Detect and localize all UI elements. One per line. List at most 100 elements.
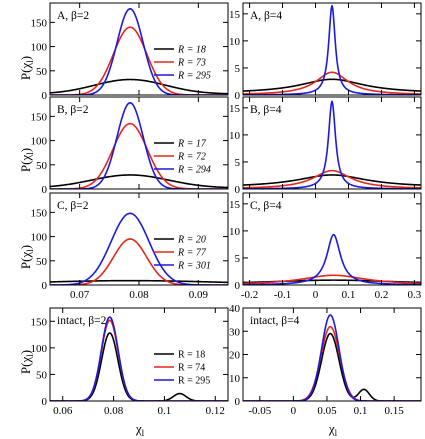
y-tick-label: 150 bbox=[31, 17, 48, 29]
legend-label: R = 74 bbox=[178, 363, 205, 374]
series-line-2-2 bbox=[243, 71, 421, 95]
y-tick-label: 40 bbox=[229, 303, 241, 315]
y-axis-label-row-2: P(χl) bbox=[18, 148, 35, 172]
plot-frame bbox=[242, 2, 422, 96]
y-axis-label-row-1: P(χl) bbox=[18, 56, 35, 80]
y-tick-label: 10 bbox=[229, 130, 241, 142]
y-tick-label: 30 bbox=[229, 326, 241, 338]
y-axis-label-row-3: P(χl) bbox=[18, 245, 35, 269]
y-tick-label: 50 bbox=[36, 66, 48, 78]
legend-label: R = 20 bbox=[177, 235, 206, 246]
x-tick-label: 0.07 bbox=[70, 289, 90, 301]
y-tick-label: 100 bbox=[31, 343, 48, 355]
series-line-4-1 bbox=[243, 174, 421, 186]
y-tick-label: 15 bbox=[229, 9, 241, 21]
x-tick-label: -0.05 bbox=[248, 405, 271, 417]
legend-label: R = 18 bbox=[178, 350, 205, 361]
y-tick-label: 0 bbox=[42, 90, 48, 102]
series-line-8-3 bbox=[243, 314, 421, 401]
series-line-8-2 bbox=[243, 325, 421, 401]
chart-panel-6: 0 5 10 15 -0.2 -0.1 0 0.1 0.2 0.3 C, β=4 bbox=[229, 192, 422, 301]
x-tick-label: 0 bbox=[291, 405, 297, 417]
series-line-7-2 bbox=[50, 319, 228, 401]
legend-label: R = 294 bbox=[177, 165, 211, 176]
plot-frame bbox=[242, 96, 422, 190]
panel-label: C, β=4 bbox=[250, 200, 282, 212]
legend-label: R = 77 bbox=[177, 248, 207, 259]
y-tick-label: 100 bbox=[31, 232, 48, 244]
y-tick-label: 5 bbox=[235, 253, 241, 265]
x-axis-label-right: χl bbox=[328, 421, 338, 438]
series-line-8-1 bbox=[243, 332, 421, 401]
series-line-6-2 bbox=[243, 274, 421, 285]
y-tick-label: 0 bbox=[235, 184, 241, 196]
x-tick-label: 0.09 bbox=[189, 289, 209, 301]
y-tick-label: 10 bbox=[229, 36, 241, 48]
x-tick-label: 0.15 bbox=[385, 405, 405, 417]
x-tick-label: 0.2 bbox=[375, 289, 389, 301]
y-tick-label: 150 bbox=[31, 316, 48, 328]
y-tick-label: 0 bbox=[235, 90, 241, 102]
panel-label: C, β=2 bbox=[57, 200, 89, 212]
series-line-2-1 bbox=[243, 78, 421, 92]
y-axis-label-row-4: P(χl) bbox=[18, 350, 35, 374]
plot-frame bbox=[242, 192, 422, 286]
legend-label: R = 295 bbox=[178, 376, 210, 387]
x-tick-label: 0.05 bbox=[317, 405, 337, 417]
panel-label: A, β=2 bbox=[57, 10, 89, 22]
y-tick-label: 0 bbox=[42, 184, 48, 196]
y-tick-label: 5 bbox=[235, 63, 241, 75]
series-line-4-2 bbox=[243, 169, 421, 189]
y-tick-label: 20 bbox=[229, 350, 241, 362]
plot-frame bbox=[49, 307, 229, 402]
y-tick-label: 15 bbox=[229, 199, 241, 211]
panel-label: intact, β=2 bbox=[57, 315, 107, 327]
y-tick-label: 5 bbox=[235, 157, 241, 169]
y-tick-label: 100 bbox=[31, 42, 48, 54]
legend-label: R = 295 bbox=[177, 71, 211, 82]
y-tick-label: 0 bbox=[235, 396, 241, 408]
chart-panel-2: 0 5 10 15 A, β=4 bbox=[229, 2, 422, 102]
y-tick-label: 50 bbox=[36, 369, 48, 381]
panel-label: B, β=2 bbox=[57, 104, 89, 116]
x-tick-label: 0.06 bbox=[53, 405, 73, 417]
y-tick-label: 15 bbox=[229, 103, 241, 115]
legend-label: R = 73 bbox=[177, 58, 206, 69]
x-tick-label: 0.1 bbox=[354, 405, 368, 417]
x-tick-label: 0.3 bbox=[408, 289, 422, 301]
y-tick-label: 100 bbox=[31, 136, 48, 148]
legend-label: R = 17 bbox=[177, 139, 207, 150]
x-tick-label: 0.1 bbox=[342, 289, 356, 301]
x-tick-label: 0.12 bbox=[206, 405, 225, 417]
x-tick-label: 0 bbox=[313, 289, 319, 301]
x-axis-label-left: χl bbox=[135, 421, 145, 438]
y-tick-label: 150 bbox=[31, 207, 48, 219]
panel-label: intact, β=4 bbox=[250, 315, 300, 327]
panel-label: A, β=4 bbox=[250, 10, 282, 22]
y-tick-label: 50 bbox=[36, 160, 48, 172]
chart-panel-8: 0 10 20 30 40 -0.05 0 0.05 0.1 0.15 intact, β=4 bbox=[229, 303, 422, 417]
chart-panel-5: 0 50 100 150 0.07 0.08 0.09 C, β=2 R = 20 R = 77 R… bbox=[31, 192, 229, 301]
y-tick-label: 0 bbox=[42, 280, 48, 292]
y-tick-label: 50 bbox=[36, 256, 48, 268]
chart-panel-4: 0 5 10 15 B, β=4 bbox=[229, 96, 422, 196]
x-tick-label: 0.08 bbox=[129, 289, 149, 301]
legend-label: R = 301 bbox=[177, 261, 211, 272]
series-line-6-3 bbox=[243, 233, 421, 285]
x-tick-label: -0.2 bbox=[241, 289, 258, 301]
chart-panel-3: 0 50 100 150 B, β=2 R = 17 R = 72 R = 294 bbox=[31, 96, 229, 196]
legend-label: R = 72 bbox=[177, 152, 206, 163]
y-tick-label: 10 bbox=[229, 373, 241, 385]
y-tick-label: 10 bbox=[229, 226, 241, 238]
chart-panel-1: 0 50 100 150 A, β=2 R = 18 R = 73 R = 295 bbox=[31, 2, 229, 102]
y-tick-label: 0 bbox=[42, 396, 48, 408]
x-tick-label: -0.1 bbox=[274, 289, 291, 301]
x-tick-label: 0.08 bbox=[104, 405, 124, 417]
x-tick-label: 0.1 bbox=[158, 405, 172, 417]
y-tick-label: 0 bbox=[235, 280, 241, 292]
y-tick-label: 150 bbox=[31, 111, 48, 123]
panel-label: B, β=4 bbox=[250, 104, 282, 116]
chart-panel-7: 0 50 100 150 0.06 0.08 0.1 0.12 intact, β=2 R = 1… bbox=[31, 307, 229, 417]
